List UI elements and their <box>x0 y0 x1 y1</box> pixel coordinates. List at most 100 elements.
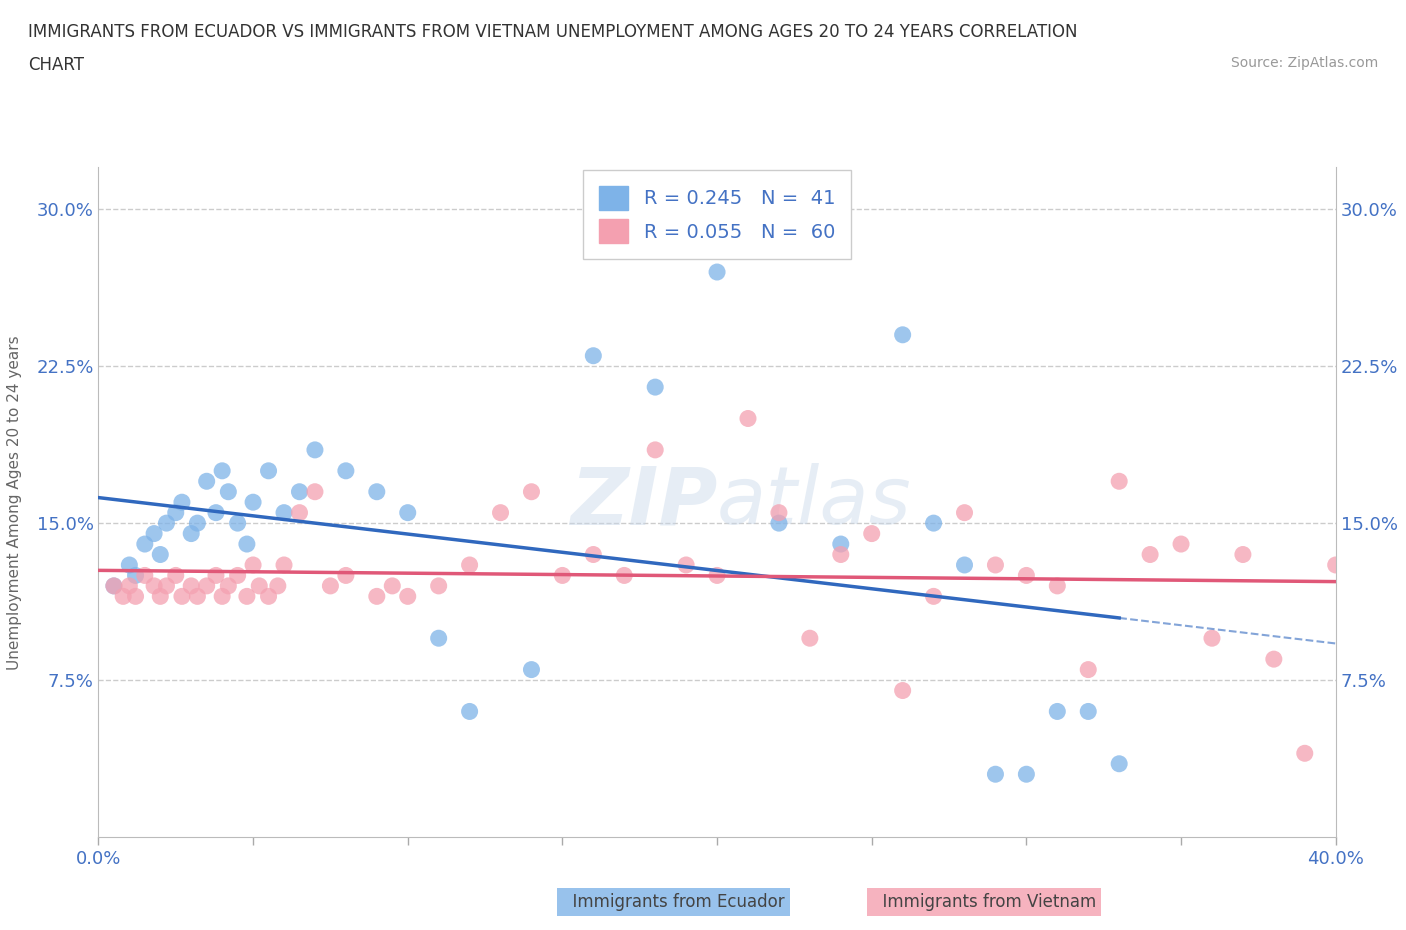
Point <box>1170 537 1192 551</box>
Point <box>489 505 512 520</box>
Point <box>226 568 249 583</box>
Point <box>1201 631 1223 645</box>
Point <box>675 558 697 573</box>
Text: CHART: CHART <box>28 56 84 73</box>
Point <box>143 526 166 541</box>
Point <box>273 505 295 520</box>
Point <box>155 516 177 531</box>
Point <box>205 568 228 583</box>
Text: Immigrants from Ecuador: Immigrants from Ecuador <box>562 893 785 911</box>
Point <box>143 578 166 593</box>
Point <box>304 443 326 458</box>
Point <box>112 589 135 604</box>
Point <box>1108 756 1130 771</box>
Point <box>799 631 821 645</box>
Point <box>1046 578 1069 593</box>
Point <box>335 568 357 583</box>
Point <box>458 558 481 573</box>
Point <box>236 537 259 551</box>
Point <box>984 766 1007 781</box>
Point <box>953 558 976 573</box>
Point <box>520 485 543 499</box>
Point <box>103 578 125 593</box>
Point <box>1324 558 1347 573</box>
Point <box>1232 547 1254 562</box>
Text: ZIP: ZIP <box>569 463 717 541</box>
Point <box>551 568 574 583</box>
Point <box>891 327 914 342</box>
Point <box>226 516 249 531</box>
Point <box>124 568 146 583</box>
Point <box>1015 568 1038 583</box>
Point <box>1015 766 1038 781</box>
Point <box>613 568 636 583</box>
Point <box>211 589 233 604</box>
Point <box>247 578 270 593</box>
Point <box>520 662 543 677</box>
Point <box>1263 652 1285 667</box>
Point <box>257 463 280 478</box>
Point <box>768 505 790 520</box>
Point <box>180 526 202 541</box>
Point <box>195 474 218 489</box>
Point <box>582 547 605 562</box>
Point <box>149 547 172 562</box>
Point <box>737 411 759 426</box>
Point <box>273 558 295 573</box>
Point <box>242 495 264 510</box>
Point <box>582 349 605 364</box>
Point <box>134 537 156 551</box>
Point <box>830 547 852 562</box>
Point <box>165 568 187 583</box>
Point <box>427 578 450 593</box>
Point <box>211 463 233 478</box>
Point <box>118 558 141 573</box>
Point <box>165 505 187 520</box>
Point <box>319 578 342 593</box>
Text: IMMIGRANTS FROM ECUADOR VS IMMIGRANTS FROM VIETNAM UNEMPLOYMENT AMONG AGES 20 TO: IMMIGRANTS FROM ECUADOR VS IMMIGRANTS FR… <box>28 23 1077 41</box>
Y-axis label: Unemployment Among Ages 20 to 24 years: Unemployment Among Ages 20 to 24 years <box>7 335 22 670</box>
Point <box>1077 662 1099 677</box>
Legend: R = 0.245   N =  41, R = 0.055   N =  60: R = 0.245 N = 41, R = 0.055 N = 60 <box>583 170 851 259</box>
Point <box>186 516 208 531</box>
Point <box>205 505 228 520</box>
Point <box>644 443 666 458</box>
Point <box>195 578 218 593</box>
Point <box>170 589 193 604</box>
Point <box>1046 704 1069 719</box>
Point <box>396 505 419 520</box>
Point <box>922 516 945 531</box>
Text: atlas: atlas <box>717 463 912 541</box>
Point <box>103 578 125 593</box>
Point <box>458 704 481 719</box>
Point <box>922 589 945 604</box>
Point <box>366 589 388 604</box>
Point <box>427 631 450 645</box>
Point <box>984 558 1007 573</box>
Point <box>1077 704 1099 719</box>
Point <box>236 589 259 604</box>
Point <box>288 485 311 499</box>
Point <box>891 683 914 698</box>
Point <box>118 578 141 593</box>
Point <box>304 485 326 499</box>
Point <box>706 568 728 583</box>
Point <box>366 485 388 499</box>
Point <box>170 495 193 510</box>
Point <box>1139 547 1161 562</box>
Point <box>134 568 156 583</box>
Point <box>830 537 852 551</box>
Text: Immigrants from Vietnam: Immigrants from Vietnam <box>872 893 1095 911</box>
Point <box>768 516 790 531</box>
Point <box>860 526 883 541</box>
Point <box>1108 474 1130 489</box>
Point <box>149 589 172 604</box>
Point <box>217 578 239 593</box>
Point <box>953 505 976 520</box>
Point <box>186 589 208 604</box>
Point <box>381 578 404 593</box>
Point <box>644 379 666 394</box>
Point <box>267 578 290 593</box>
Text: Source: ZipAtlas.com: Source: ZipAtlas.com <box>1230 56 1378 70</box>
Point <box>288 505 311 520</box>
